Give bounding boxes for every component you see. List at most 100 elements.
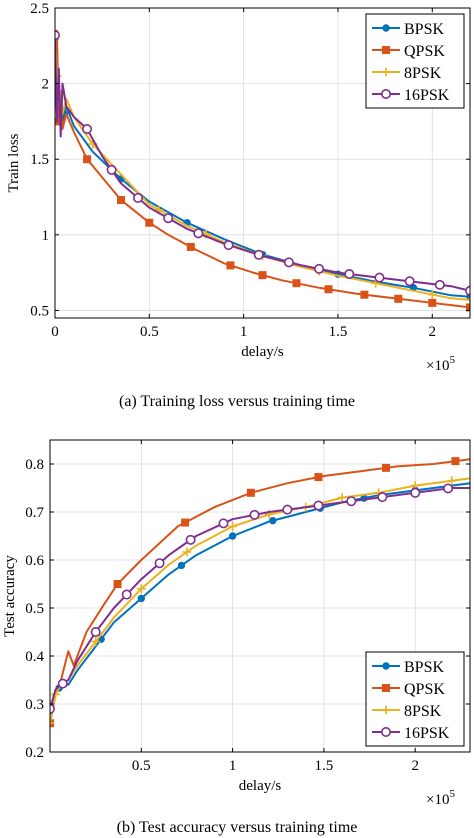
legend-label-bpsk: BPSK [404, 659, 444, 676]
legend-item-16psk: 16PSK [372, 725, 450, 742]
series-qpsk-marker [226, 261, 235, 270]
chart-b-ticks: 0.5 1 1.5 2 0.2 0.3 0.4 0.5 0.6 0.7 0.8 [25, 440, 470, 774]
series-qpsk-marker [360, 290, 369, 299]
series-bpsk-marker [177, 561, 186, 570]
series-qpsk-marker [466, 303, 470, 312]
legend-marker-16psk [380, 89, 391, 100]
series-16psk-marker [344, 268, 355, 279]
series-qpsk-marker [394, 294, 403, 303]
legend-item-bpsk: BPSK [372, 659, 444, 676]
series-8psk-marker [228, 521, 238, 531]
chart-b-y-axis-label: Test accuracy [2, 555, 18, 637]
series-16psk-marker [154, 558, 165, 569]
series-qpsk-marker [145, 218, 154, 227]
series-qpsk-marker [186, 242, 195, 251]
series-16psk-marker [443, 483, 454, 494]
legend-marker-qpsk [382, 684, 390, 692]
chart-a-x-axis-label: delay/s [241, 344, 284, 360]
chart-a-x-exponent-power: 5 [449, 354, 455, 366]
legend-label-8psk: 8PSK [404, 703, 442, 720]
legend-label-qpsk: QPSK [404, 43, 445, 60]
series-qpsk-marker [324, 285, 333, 294]
x-tick-label: 0.5 [132, 758, 151, 774]
series-qpsk-marker [428, 298, 437, 307]
series-qpsk-marker [246, 488, 255, 497]
x-tick-label: 1 [240, 324, 248, 340]
legend-label-16psk: 16PSK [404, 87, 450, 104]
chart-b-series [50, 457, 470, 728]
legend-label-qpsk: QPSK [404, 681, 445, 698]
series-16psk-marker [133, 192, 144, 203]
y-tick-label: 0.8 [25, 457, 44, 473]
series-16psk-marker [50, 703, 55, 714]
series-qpsk-marker [292, 279, 301, 288]
chart-a-caption: (a) Training loss versus training time [119, 393, 355, 410]
chart-a-y-axis-label: Train loss [6, 133, 22, 192]
series-16psk-marker [313, 500, 324, 511]
x-tick-label: 1.5 [315, 758, 334, 774]
legend-label-8psk: 8PSK [404, 65, 442, 82]
series-8psk-marker [50, 718, 55, 728]
series-qpsk-marker [117, 196, 126, 205]
chart-a-ticks: 0 0.5 1 1.5 20.511.522.5 [30, 1, 470, 340]
series-16psk-marker [346, 496, 357, 507]
series-16psk-marker [106, 164, 117, 175]
series-16psk-marker [314, 263, 325, 274]
x-tick-label: 1 [229, 758, 237, 774]
legend-item-8psk: 8PSK [372, 703, 442, 720]
legend-marker-8psk [381, 67, 391, 77]
legend-marker-16psk [380, 726, 391, 737]
chart-b-plot-frame [49, 439, 471, 753]
series-qpsk-marker [113, 580, 122, 588]
series-8psk-marker [182, 547, 192, 557]
y-tick-label: 2 [42, 77, 50, 93]
legend-marker-bpsk [382, 662, 390, 670]
chart-a-legend: BPSK QPSK 8PSK 16PSK [365, 13, 465, 109]
series-16psk-marker [377, 492, 388, 503]
series-8psk-marker [447, 476, 457, 486]
series-16psk-marker [55, 30, 60, 41]
series-qpsk-marker [382, 463, 390, 472]
y-tick-label: 0.4 [25, 649, 44, 665]
series-qpsk-marker [258, 271, 267, 280]
series-16psk-marker [185, 534, 196, 545]
series-16psk-marker [404, 276, 415, 287]
legend-marker-qpsk [382, 46, 390, 54]
x-tick-label: 2 [429, 324, 437, 340]
y-tick-label: 2.5 [30, 1, 49, 17]
legend-marker-bpsk [382, 24, 390, 32]
y-tick-label: 0.6 [25, 553, 44, 569]
chart-a-x-exponent: ×105 [426, 354, 455, 374]
series-8psk-marker [136, 584, 146, 594]
legend-item-8psk: 8PSK [372, 65, 442, 82]
series-16psk [50, 483, 470, 714]
series-16psk-marker [374, 272, 385, 283]
series-16psk-marker [218, 518, 229, 529]
x-tick-label: 2 [411, 758, 419, 774]
x-tick-label: 0.5 [140, 324, 159, 340]
y-tick-label: 0.3 [25, 697, 44, 713]
series-16psk-marker [90, 626, 101, 637]
y-tick-label: 0.5 [30, 303, 49, 319]
series-qpsk-marker [83, 155, 92, 164]
series-16psk-marker [410, 487, 421, 498]
y-tick-label: 0.5 [25, 601, 44, 617]
series-8psk-marker [91, 637, 101, 647]
chart-b-x-exponent-power: 5 [449, 788, 455, 800]
series-qpsk-line [50, 458, 470, 724]
series-8psk-marker [337, 493, 347, 503]
series-bpsk-marker [228, 532, 237, 540]
series-8psk-marker [465, 295, 470, 305]
series-bpsk-marker [137, 594, 146, 603]
series-qpsk-marker [451, 457, 460, 466]
chart-a-x-exponent-base: ×10 [426, 358, 449, 374]
series-16psk-marker [283, 257, 294, 268]
series-qpsk-marker [314, 473, 323, 482]
legend-item-qpsk: QPSK [372, 43, 445, 60]
y-tick-label: 1.5 [30, 152, 49, 168]
series-qpsk-marker [181, 518, 190, 527]
legend-label-16psk: 16PSK [404, 725, 450, 742]
series-16psk-marker [223, 240, 234, 251]
